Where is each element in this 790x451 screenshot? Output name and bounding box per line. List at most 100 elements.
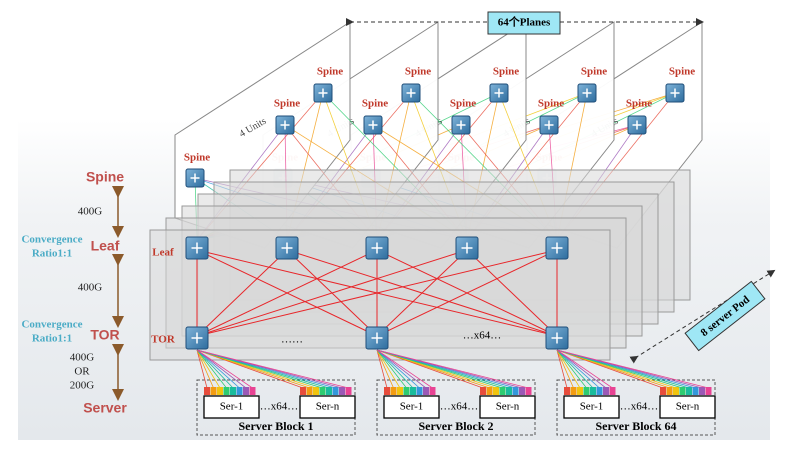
server-link <box>556 349 613 389</box>
server-link <box>196 349 227 389</box>
spine-label: Spine <box>538 98 564 110</box>
server-label: Ser-1 <box>580 401 604 413</box>
server <box>203 395 260 419</box>
port <box>403 387 410 395</box>
server-count: …x64… <box>620 401 659 413</box>
server-link <box>376 349 529 389</box>
port <box>384 387 390 395</box>
server-link <box>376 349 401 389</box>
server-link <box>556 349 587 389</box>
switch-icon <box>190 173 200 183</box>
port <box>416 387 423 395</box>
server-link <box>556 349 607 389</box>
server-link <box>556 349 568 389</box>
spine-label: Spine <box>405 66 431 78</box>
port <box>429 387 436 395</box>
block-label: Server Block 64 <box>595 419 676 433</box>
server-link <box>196 349 221 389</box>
server-link <box>196 349 214 389</box>
spine-label: Spine <box>362 98 388 110</box>
server-link <box>376 349 433 389</box>
switch-icon <box>191 242 203 254</box>
port <box>217 387 223 395</box>
switch-icon <box>406 88 416 98</box>
server <box>383 395 440 419</box>
fabric: Leaf TOR …… …x64… <box>149 169 691 361</box>
server-link <box>376 349 427 389</box>
block-label: Server Block 2 <box>418 419 493 433</box>
port <box>410 387 416 395</box>
port <box>525 387 532 395</box>
leaf-tor-link <box>376 249 558 337</box>
server <box>659 395 716 419</box>
switch-icon <box>368 120 378 130</box>
tor-gap: …x64… <box>463 330 502 342</box>
leaf-label: Leaf <box>152 247 174 259</box>
port <box>673 387 679 395</box>
switch-icon <box>494 88 504 98</box>
port <box>243 387 249 395</box>
server-link <box>556 349 574 389</box>
port <box>577 387 583 395</box>
port <box>692 387 699 395</box>
port <box>596 387 603 395</box>
port <box>609 387 616 395</box>
switch-icon <box>461 242 473 254</box>
server-link <box>196 349 234 389</box>
side-labels: Spine 400G Convergence Ratio1:1 Leaf 400G Conv… <box>21 169 127 416</box>
server-label: Ser-n <box>496 401 520 413</box>
port <box>660 387 666 395</box>
port <box>699 387 705 395</box>
port <box>210 387 217 395</box>
server-count: …x64… <box>260 401 299 413</box>
port <box>345 387 352 395</box>
spine-label: Spine <box>274 98 300 110</box>
switch-icon <box>280 120 290 130</box>
port <box>249 387 256 395</box>
switch-icon <box>456 120 466 130</box>
port <box>590 387 596 395</box>
switch-icon <box>191 332 203 344</box>
side-label: Convergence <box>21 234 82 246</box>
servers: Ser-1 Ser-n …x64… Server Block 1 Ser-1 Ser-n …… <box>196 349 716 436</box>
switch-icon <box>551 332 563 344</box>
block-label: Server Block 1 <box>238 419 313 433</box>
pod-box <box>684 280 766 352</box>
leaf-tor-link <box>466 249 558 337</box>
port <box>499 387 506 395</box>
port <box>423 387 429 395</box>
port <box>204 387 210 395</box>
server-link <box>196 349 349 389</box>
spine-label: Spine <box>184 152 210 164</box>
server-label: Ser-n <box>316 401 340 413</box>
port <box>319 387 326 395</box>
server-link <box>376 349 394 389</box>
port <box>705 387 712 395</box>
server-link <box>376 349 414 389</box>
port <box>390 387 397 395</box>
server-link <box>196 349 240 389</box>
side-label: OR <box>74 366 90 378</box>
spine-label: Spine <box>450 98 476 110</box>
spine-label: Spine <box>669 66 695 78</box>
server-link <box>556 349 709 389</box>
planes-label: 64个Planes <box>498 15 551 29</box>
side-label: 400G <box>70 352 95 364</box>
server-count: …x64… <box>440 401 479 413</box>
planes-box <box>487 11 561 35</box>
port <box>332 387 339 395</box>
spine-label: Spine <box>626 98 652 110</box>
server-label: Ser-n <box>676 401 700 413</box>
leaf-tor-link <box>196 249 558 337</box>
port <box>564 387 570 395</box>
port <box>493 387 499 395</box>
side-label: 200G <box>70 380 95 392</box>
switch-icon <box>281 242 293 254</box>
port <box>686 387 692 395</box>
tor-gap: …… <box>281 334 303 346</box>
leaf-tor-link <box>376 249 468 337</box>
side-label: Leaf <box>91 238 120 254</box>
port <box>583 387 590 395</box>
switch-icon <box>318 88 328 98</box>
switch-icon <box>670 88 680 98</box>
